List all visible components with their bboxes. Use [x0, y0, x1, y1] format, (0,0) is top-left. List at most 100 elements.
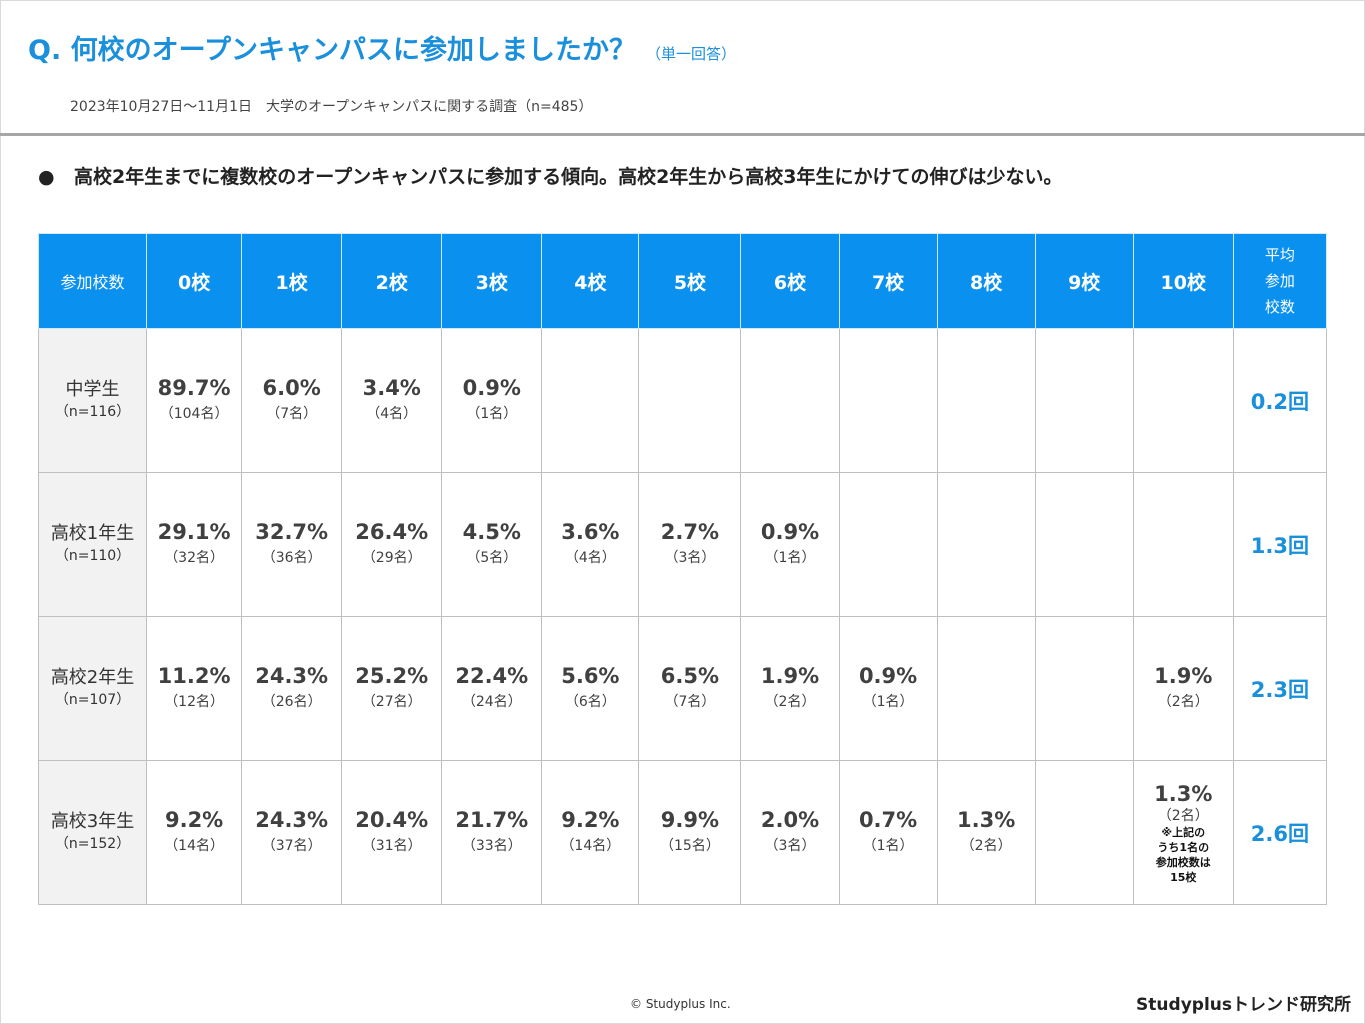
data-cell: 0.9% （1名） [740, 472, 840, 617]
footnote-line: 参加校数は [1155, 855, 1211, 869]
grade-label: 高校1年生 [50, 522, 135, 544]
average-header-line: 校数 [1264, 298, 1295, 316]
respondent-count: （14名） [560, 837, 621, 854]
respondent-count: （26名） [261, 693, 322, 710]
row-label: 高校3年生 （n=152） [37, 760, 148, 905]
data-cell: 4.5% （5名） [441, 472, 543, 617]
data-cell: 26.4% （29名） [341, 472, 443, 617]
footnote-line: うち1名の [1157, 840, 1210, 854]
percentage-value: 1.9% [1154, 663, 1213, 688]
respondent-count: （1名） [764, 549, 816, 566]
respondent-count: （2名） [960, 837, 1012, 854]
copyright: © Studyplus Inc. [630, 997, 731, 1011]
data-cell: 25.2% （27名） [341, 616, 443, 761]
data-cell: 9.9% （15名） [638, 760, 742, 905]
percentage-value: 0.9% [462, 375, 521, 400]
data-cell: 1.3% （2名） [936, 760, 1036, 905]
brand-logo-text: Studyplusトレンド研究所 [1136, 995, 1351, 1015]
grade-label: 高校3年生 [50, 810, 135, 832]
column-header: 4校 [541, 233, 640, 329]
data-cell [838, 472, 938, 617]
respondent-count: （4名） [564, 549, 616, 566]
page-title: Q. 何校のオープンキャンパスに参加しましたか？ （単一回答） [28, 28, 736, 67]
column-header: 9校 [1034, 233, 1134, 329]
respondent-count: （29名） [361, 549, 422, 566]
data-cell: 1.9% （2名） [740, 616, 840, 761]
grade-label: 高校2年生 [50, 666, 135, 688]
data-cell: 6.0% （7名） [241, 328, 343, 473]
row-label: 高校2年生 （n=107） [37, 616, 148, 761]
column-header: 8校 [936, 233, 1036, 329]
average-value: 2.6回 [1232, 760, 1328, 905]
data-cell: 24.3% （26名） [241, 616, 343, 761]
data-cell [1034, 472, 1134, 617]
percentage-value: 9.2% [561, 807, 620, 832]
percentage-value: 0.9% [760, 519, 820, 544]
column-header: 10校 [1132, 233, 1234, 329]
data-cell [1034, 616, 1134, 761]
average-value: 1.3回 [1232, 472, 1328, 617]
data-cell: 24.3% （37名） [241, 760, 343, 905]
respondent-count: （33名） [461, 837, 522, 854]
data-cell: 3.4% （4名） [341, 328, 443, 473]
row-header-cell: 参加校数 [37, 233, 148, 329]
data-cell [541, 328, 640, 473]
percentage-value: 6.5% [660, 663, 720, 688]
column-header: 7校 [838, 233, 938, 329]
percentage-value: 22.4% [455, 663, 529, 688]
percentage-value: 29.1% [157, 519, 231, 544]
column-header: 0校 [146, 233, 243, 329]
sample-size: （n=152） [54, 835, 131, 852]
data-cell [936, 616, 1036, 761]
respondent-count: （104名） [159, 405, 229, 422]
column-header: 5校 [638, 233, 742, 329]
average-value: 0.2回 [1232, 328, 1328, 473]
percentage-value: 1.3% [957, 807, 1016, 832]
respondent-count: （24名） [461, 693, 522, 710]
respondent-count: （14名） [164, 837, 225, 854]
column-header: 2校 [341, 233, 443, 329]
percentage-value: 1.3% [1154, 781, 1213, 806]
data-cell: 6.5% （7名） [638, 616, 742, 761]
percentage-value: 3.6% [561, 519, 620, 544]
respondent-count: （6名） [564, 693, 616, 710]
percentage-value: 0.7% [858, 807, 918, 832]
sample-size: （n=116） [54, 403, 131, 420]
data-cell: 89.7% （104名） [146, 328, 243, 473]
respondent-count: （1名） [862, 837, 914, 854]
data-cell: 2.0% （3名） [740, 760, 840, 905]
respondent-count: （2名） [1157, 807, 1209, 824]
percentage-value: 24.3% [255, 663, 329, 688]
respondent-count: （3名） [764, 837, 816, 854]
results-table: 参加校数 0校 1校 2校 3校 4校 5校 6校 7校 8校 9校 10校 平… [37, 233, 1328, 905]
percentage-value: 5.6% [561, 663, 620, 688]
percentage-value: 11.2% [157, 663, 231, 688]
data-cell: 1.3% （2名） ※上記の うち1名の 参加校数は 15校 [1132, 760, 1234, 905]
average-header: 平均 参加 校数 [1232, 233, 1328, 329]
respondent-count: （27名） [361, 693, 422, 710]
header-divider [0, 133, 1365, 136]
respondent-count: （1名） [862, 693, 914, 710]
data-cell: 5.6% （6名） [541, 616, 640, 761]
data-cell: 22.4% （24名） [441, 616, 543, 761]
data-cell: 32.7% （36名） [241, 472, 343, 617]
respondent-count: （32名） [164, 549, 225, 566]
data-cell: 0.9% （1名） [838, 616, 938, 761]
respondent-count: （31名） [361, 837, 422, 854]
row-label: 中学生 （n=116） [37, 328, 148, 473]
percentage-value: 3.4% [362, 375, 421, 400]
data-cell: 1.9% （2名） [1132, 616, 1234, 761]
data-cell: 0.9% （1名） [441, 328, 543, 473]
column-header: 3校 [441, 233, 543, 329]
percentage-value: 0.9% [858, 663, 918, 688]
data-cell [838, 328, 938, 473]
data-cell: 29.1% （32名） [146, 472, 243, 617]
respondent-count: （2名） [1157, 693, 1209, 710]
percentage-value: 26.4% [355, 519, 429, 544]
respondent-count: （2名） [764, 693, 816, 710]
data-cell: 9.2% （14名） [541, 760, 640, 905]
table-row: 中学生 （n=116） 89.7% （104名） 6.0% （7名） 3.4% （4名） 0.9… [37, 328, 1328, 473]
table-row: 高校1年生 （n=110） 29.1% （32名） 32.7% （36名） 26.4% （29… [37, 472, 1328, 617]
percentage-value: 2.7% [660, 519, 720, 544]
data-cell: 21.7% （33名） [441, 760, 543, 905]
